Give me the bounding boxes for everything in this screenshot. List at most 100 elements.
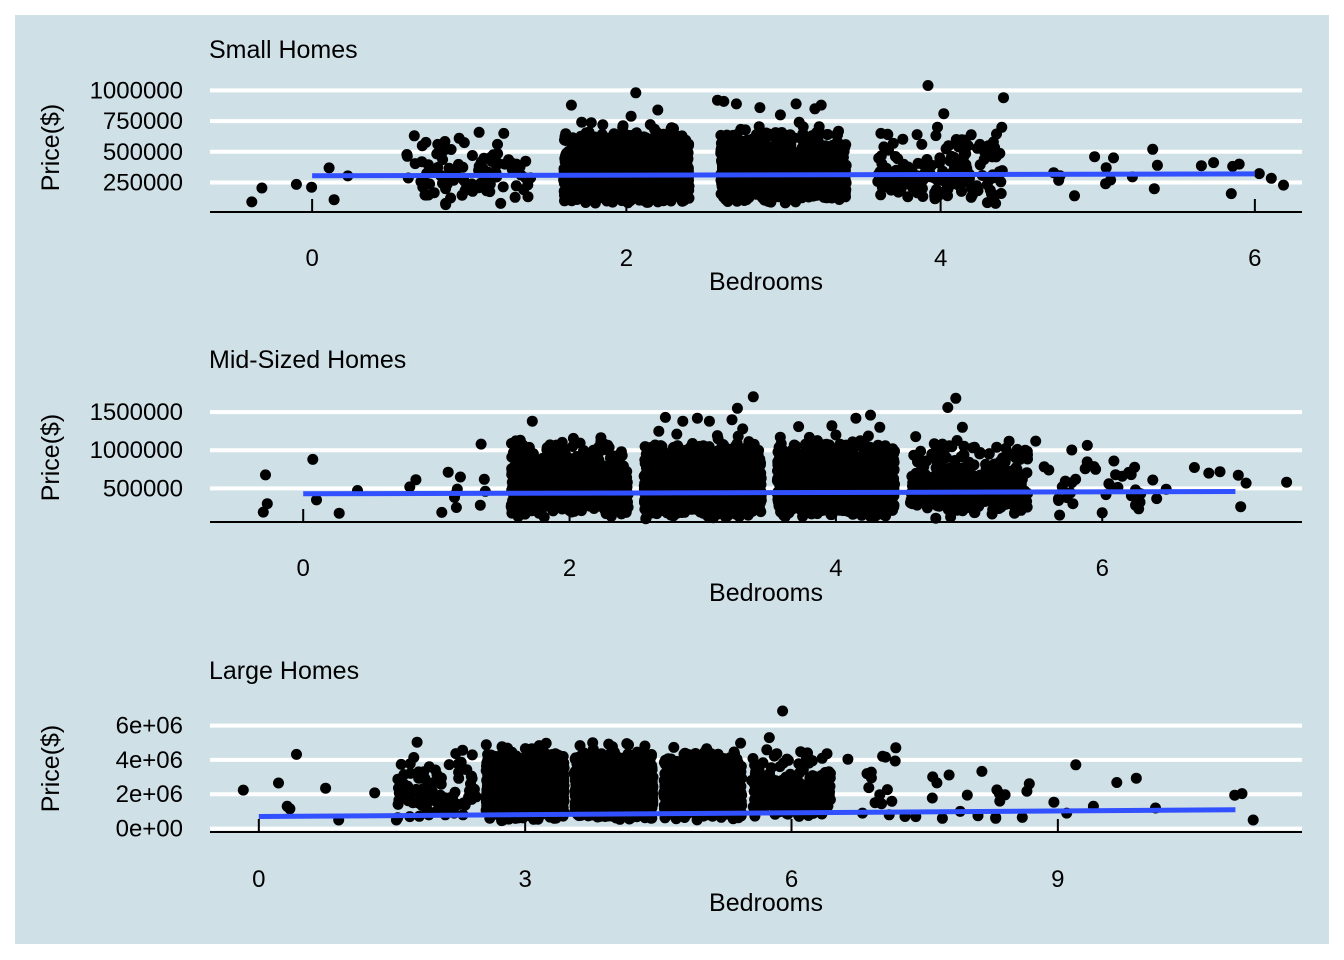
data-point <box>930 184 942 195</box>
data-point <box>607 196 619 208</box>
data-point <box>717 132 729 144</box>
data-point <box>743 448 755 460</box>
data-point <box>659 194 671 206</box>
data-point <box>436 506 448 518</box>
data-point <box>567 432 579 444</box>
data-point <box>428 187 440 199</box>
data-point <box>578 445 589 457</box>
data-point <box>831 129 842 141</box>
data-point <box>511 472 523 484</box>
data-point <box>668 123 679 134</box>
data-point <box>662 180 674 192</box>
y-axis-title: Price($) <box>37 414 65 502</box>
data-point <box>793 116 805 128</box>
data-point <box>966 189 978 201</box>
data-point <box>567 152 579 164</box>
data-point <box>660 143 672 155</box>
data-point <box>885 184 897 196</box>
data-point <box>1100 162 1112 174</box>
data-point <box>671 428 683 440</box>
data-point <box>598 477 610 489</box>
data-point <box>625 110 637 122</box>
x-axis-title: Bedrooms <box>709 579 823 607</box>
data-point <box>950 134 962 145</box>
data-point <box>838 185 850 197</box>
data-point <box>820 140 832 152</box>
data-point <box>805 177 817 188</box>
data-point <box>654 133 666 145</box>
data-point <box>875 189 887 201</box>
data-point <box>942 190 953 202</box>
data-point <box>717 150 729 162</box>
data-point <box>717 161 729 173</box>
data-point <box>1108 152 1119 164</box>
data-point <box>790 98 802 110</box>
x-tick-label: 6 <box>1096 555 1109 582</box>
data-point <box>818 151 830 163</box>
data-point <box>806 130 818 142</box>
data-point <box>1253 168 1265 180</box>
data-point <box>512 457 524 469</box>
data-point <box>576 159 588 171</box>
data-point <box>323 162 335 174</box>
data-point <box>652 104 664 116</box>
y-tick-label: 1500000 <box>90 399 183 426</box>
data-point <box>730 98 742 110</box>
data-point <box>718 95 730 107</box>
data-point <box>784 129 796 141</box>
data-point <box>765 181 777 193</box>
chart-title: Mid-Sized Homes <box>209 346 406 374</box>
data-point <box>974 138 986 150</box>
data-point <box>945 179 957 190</box>
data-point <box>440 199 452 211</box>
data-point <box>618 136 630 148</box>
data-point <box>595 177 607 189</box>
data-point <box>466 178 478 190</box>
data-point <box>907 177 919 189</box>
x-axis-title: Bedrooms <box>709 268 823 296</box>
data-point <box>549 452 561 464</box>
data-point <box>790 182 802 194</box>
data-point <box>475 438 487 450</box>
data-point <box>453 132 465 144</box>
data-point <box>774 109 786 121</box>
x-tick-label: 0 <box>297 555 310 582</box>
data-point <box>887 137 899 149</box>
data-point <box>832 140 844 152</box>
y-tick-label: 250000 <box>103 170 183 197</box>
data-point <box>611 467 623 479</box>
data-point <box>597 137 609 149</box>
data-point <box>576 116 588 128</box>
data-point <box>490 159 502 171</box>
data-point <box>534 458 545 470</box>
data-point <box>622 155 634 167</box>
data-point <box>530 479 542 491</box>
data-point <box>442 466 454 478</box>
data-point <box>519 505 531 517</box>
data-point <box>742 158 754 170</box>
data-point <box>466 150 478 161</box>
data-point <box>566 187 578 199</box>
data-point <box>498 127 510 139</box>
data-point <box>422 159 434 171</box>
data-point <box>606 503 618 515</box>
data-point <box>938 108 950 120</box>
data-point <box>290 178 302 190</box>
data-point <box>1225 188 1237 200</box>
data-point <box>307 453 319 465</box>
data-point <box>473 126 485 138</box>
data-point <box>522 443 534 455</box>
data-point <box>985 146 997 158</box>
data-point <box>986 188 997 200</box>
data-point <box>497 181 509 193</box>
y-tick-label: 500000 <box>103 139 183 166</box>
x-tick-label: 6 <box>1248 245 1261 272</box>
data-point <box>495 197 507 209</box>
data-point <box>1148 183 1160 195</box>
data-point <box>821 162 833 174</box>
y-tick-label: 1000000 <box>90 437 183 464</box>
data-point <box>815 99 827 111</box>
data-point <box>510 158 522 170</box>
data-point <box>622 188 634 200</box>
data-point <box>640 513 652 525</box>
